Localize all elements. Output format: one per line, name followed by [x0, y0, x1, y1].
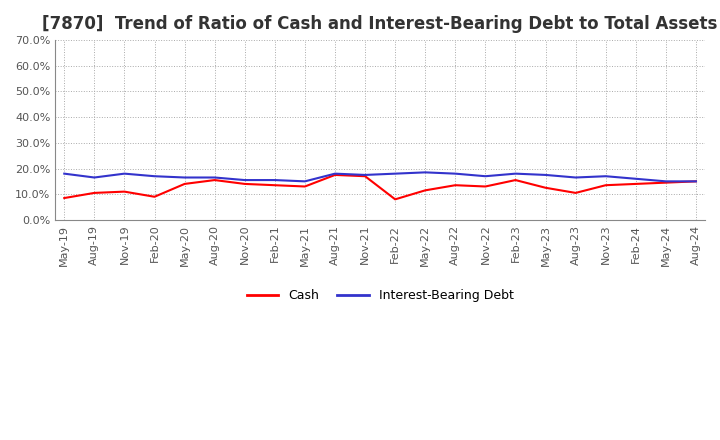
- Title: [7870]  Trend of Ratio of Cash and Interest-Bearing Debt to Total Assets: [7870] Trend of Ratio of Cash and Intere…: [42, 15, 718, 33]
- Legend: Cash, Interest-Bearing Debt: Cash, Interest-Bearing Debt: [242, 284, 518, 307]
